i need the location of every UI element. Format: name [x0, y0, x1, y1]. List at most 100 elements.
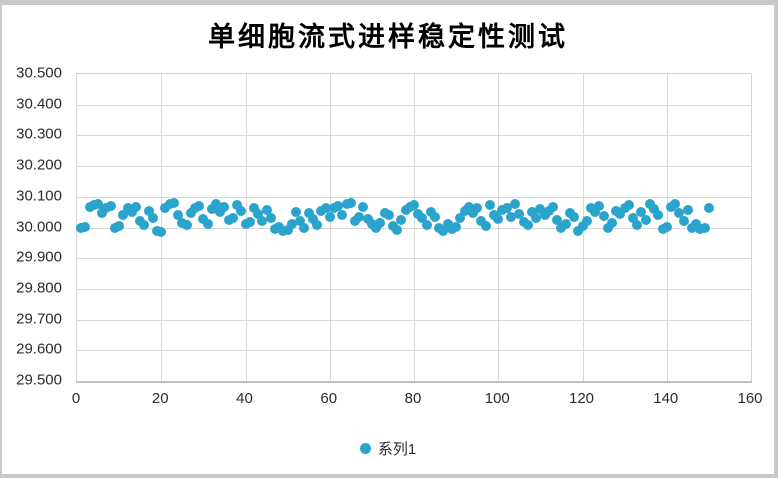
gridline-horizontal [77, 104, 751, 106]
data-point [156, 227, 167, 238]
data-point [699, 222, 710, 233]
data-point [535, 204, 546, 215]
data-point [160, 203, 171, 214]
data-point [455, 213, 466, 224]
data-point [644, 198, 655, 209]
x-tick-label: 60 [320, 390, 338, 407]
data-point [438, 225, 449, 236]
chart-canvas: 单细胞流式进样稳定性测试 29.500 29.600 29.700 29.800 29.… [2, 5, 774, 474]
data-point [421, 220, 432, 231]
data-point [548, 201, 558, 212]
data-point [307, 213, 318, 224]
y-tick-label: 30.300 [16, 125, 62, 143]
gridline-horizontal [77, 227, 751, 229]
data-point [139, 220, 150, 231]
gridline-horizontal [77, 319, 751, 321]
data-point [114, 220, 125, 231]
data-point [168, 197, 179, 208]
data-point [173, 209, 184, 220]
data-point [581, 216, 592, 227]
data-point [194, 201, 205, 211]
data-point [510, 199, 521, 210]
gridline-horizontal [77, 166, 751, 168]
data-point [181, 220, 192, 231]
data-point [493, 213, 504, 224]
data-point [375, 217, 386, 228]
data-point [232, 200, 243, 211]
data-point [215, 207, 226, 218]
data-point [253, 208, 264, 219]
data-point [501, 202, 512, 213]
data-point [333, 201, 344, 211]
data-point [291, 206, 302, 217]
x-tick-label: 140 [653, 390, 679, 407]
data-point [602, 222, 613, 233]
data-point [118, 210, 129, 221]
data-point [640, 214, 651, 225]
data-point [649, 204, 660, 215]
data-point [383, 210, 394, 221]
data-point [636, 206, 647, 217]
data-point [396, 214, 407, 225]
data-point [299, 223, 310, 234]
data-point [522, 220, 533, 231]
data-point [257, 215, 268, 226]
data-point [219, 201, 230, 212]
y-tick-label: 29.800 [16, 279, 62, 297]
y-tick-label: 29.900 [16, 248, 62, 266]
data-point [430, 211, 441, 222]
data-point [472, 203, 483, 214]
gridline-horizontal [77, 258, 751, 260]
data-point [409, 200, 419, 211]
data-point [480, 220, 491, 231]
data-point [526, 206, 537, 217]
data-point [615, 208, 626, 219]
data-point [211, 199, 221, 210]
data-point [661, 221, 672, 232]
data-point [678, 216, 689, 227]
data-point [653, 210, 664, 221]
y-tick-label: 30.100 [16, 187, 62, 205]
x-axis: 0 20 40 60 80 100 120 140 160 [72, 390, 763, 410]
data-point [577, 220, 588, 231]
data-point [320, 203, 331, 214]
data-point [130, 201, 141, 212]
data-point [552, 214, 563, 225]
x-tick-label: 80 [404, 390, 422, 407]
y-tick-label: 29.700 [16, 310, 62, 328]
data-point [682, 204, 693, 215]
data-point [354, 211, 365, 222]
data-point [392, 224, 403, 235]
y-tick-label: 29.500 [16, 371, 62, 389]
data-point [594, 201, 605, 211]
data-point [417, 213, 428, 224]
data-point [265, 213, 276, 224]
data-point [282, 224, 293, 235]
data-point [261, 204, 272, 215]
data-point [198, 213, 209, 224]
data-point [312, 220, 323, 231]
data-point [303, 207, 314, 218]
data-point [703, 203, 714, 214]
data-point [514, 208, 525, 219]
data-point [623, 200, 634, 211]
gridline-horizontal [77, 350, 751, 352]
x-tick-label: 120 [568, 390, 595, 407]
data-point [202, 218, 213, 229]
data-point [425, 206, 436, 217]
data-point [484, 200, 495, 211]
data-point [227, 213, 238, 224]
chart-title: 单细胞流式进样稳定性测试 [208, 22, 568, 52]
data-point [573, 225, 584, 236]
gridline-horizontal [77, 196, 751, 198]
x-tick-label: 0 [71, 390, 81, 407]
data-point [248, 202, 259, 213]
x-tick-label: 20 [151, 390, 169, 407]
y-axis: 29.500 29.600 29.700 29.800 29.900 30.000 30.1… [2, 65, 68, 389]
gridline-horizontal [77, 135, 751, 137]
data-point [459, 205, 470, 216]
data-point [80, 221, 91, 232]
data-point [345, 197, 356, 208]
data-point [543, 205, 554, 216]
